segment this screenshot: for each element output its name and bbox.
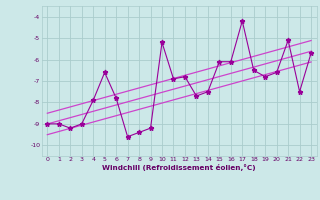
X-axis label: Windchill (Refroidissement éolien,°C): Windchill (Refroidissement éolien,°C) — [102, 164, 256, 171]
